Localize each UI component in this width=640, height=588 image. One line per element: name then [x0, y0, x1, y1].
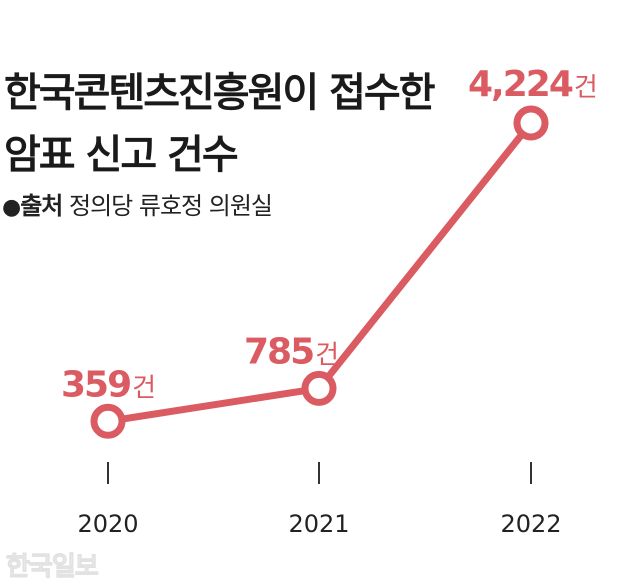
source-label: 출처 — [20, 192, 63, 220]
data-point-2021 — [301, 370, 337, 406]
source-text: 정의당 류호정 의원실 — [69, 192, 273, 220]
title-line-2: 암표 신고 건수 — [4, 132, 239, 178]
title-line-1: 한국콘텐츠진흥원이 접수한 — [4, 70, 436, 116]
data-label-2020: 359건 — [61, 364, 154, 405]
data-point-2020 — [90, 403, 126, 439]
x-tick-label-2022: 2022 — [500, 510, 561, 538]
source-note: ●출처 정의당 류호정 의원실 — [2, 186, 273, 221]
chart-title: 한국콘텐츠진흥원이 접수한 암표 신고 건수 — [4, 62, 436, 186]
newspaper-logo-watermark: 한국일보 — [6, 552, 100, 583]
x-tick-label-2020: 2020 — [77, 510, 138, 538]
data-point-2022 — [513, 105, 549, 141]
data-label-2021: 785건 — [244, 331, 337, 372]
x-tick-label-2021: 2021 — [288, 510, 349, 538]
data-label-2022: 4,224건 — [468, 64, 596, 105]
bullet-icon: ● — [2, 195, 21, 220]
